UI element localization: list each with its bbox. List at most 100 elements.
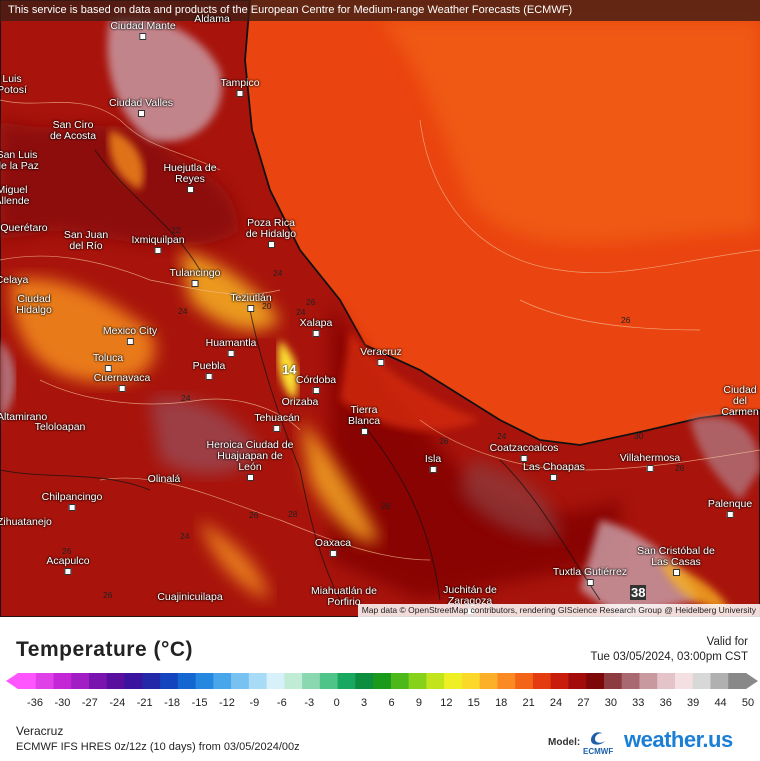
city-label[interactable]: Celaya — [0, 274, 29, 286]
isotherm-label: 28 — [288, 509, 298, 519]
scale-swatch — [692, 673, 711, 689]
city-label[interactable]: San Ciro de Acosta — [49, 119, 97, 142]
scale-tick-label: -36 — [27, 697, 43, 709]
scale-swatch — [390, 673, 410, 689]
scale-tick-label: -30 — [54, 697, 71, 709]
city-label[interactable]: Tierra Blanca — [339, 405, 389, 435]
scale-tick-label: 39 — [687, 697, 700, 709]
city-label[interactable]: Oaxaca — [315, 538, 351, 557]
city-label[interactable]: Toluca — [93, 353, 123, 372]
isotherm-label: 26 — [381, 501, 391, 511]
city-label[interactable]: Las Choapas — [523, 462, 585, 481]
isotherm-label: 26 — [621, 315, 631, 325]
city-label[interactable]: Ciudad Valles — [109, 98, 173, 117]
scale-swatch — [639, 673, 658, 689]
city-label[interactable]: Poza Rica de Hidalgo — [241, 218, 301, 248]
scale-swatch — [35, 673, 55, 689]
scale-tick-label: -27 — [81, 697, 98, 709]
city-label[interactable]: Miguel Allende — [0, 184, 30, 207]
scale-swatch — [532, 673, 552, 689]
scale-swatch — [710, 673, 729, 689]
city-label[interactable]: Cuernavaca — [94, 373, 150, 392]
color-scale-bar — [6, 673, 758, 689]
city-label[interactable]: Aldama — [194, 13, 230, 25]
ecmwf-logo-icon: ECMWF — [583, 732, 613, 756]
weather-map[interactable]: This service is based on data and produc… — [0, 0, 760, 617]
scale-swatch — [728, 673, 747, 689]
city-label[interactable]: Villahermosa — [620, 453, 680, 472]
isotherm-label: 30 — [172, 475, 182, 485]
scale-swatch — [550, 673, 569, 689]
city-label[interactable]: Teziutlán — [230, 293, 272, 312]
scale-swatch — [479, 673, 498, 689]
scale-tick-label: 44 — [714, 697, 727, 709]
city-label[interactable]: Huejutla de Reyes — [160, 163, 220, 193]
scale-swatch — [657, 673, 676, 689]
valid-datetime: Tue 03/05/2024, 03:00pm CST — [590, 651, 748, 663]
city-label[interactable]: Tampico — [220, 78, 260, 97]
scale-swatch — [106, 673, 126, 689]
city-label[interactable]: Ixmiquilpan — [131, 235, 185, 254]
scale-swatch — [319, 673, 339, 689]
city-label[interactable]: Tuxtla Gutiérrez — [553, 567, 627, 586]
scale-swatch — [213, 673, 232, 689]
city-label[interactable]: Mexico City — [103, 326, 157, 345]
ecmwf-logo: ECMWF — [579, 728, 621, 756]
city-label[interactable]: San Cristóbal de Las Casas — [631, 546, 721, 576]
city-label[interactable]: Ciudad del Carmen — [721, 384, 759, 418]
city-label[interactable]: Teloloapan — [34, 421, 86, 433]
city-label[interactable]: Veracruz — [360, 347, 402, 366]
scale-swatch — [603, 673, 623, 689]
city-label[interactable]: San Juan del Río — [63, 229, 109, 252]
city-label[interactable]: Querétaro — [0, 222, 48, 234]
city-label[interactable]: Córdoba — [296, 375, 336, 394]
scale-swatch — [177, 673, 197, 689]
city-label[interactable]: Coatzacoalcos — [490, 443, 558, 462]
isotherm-label: 26 — [306, 297, 316, 307]
city-label[interactable]: Orizaba — [281, 396, 319, 408]
city-label[interactable]: Ciudad Mante — [110, 21, 176, 40]
isotherm-label: 26 — [249, 510, 259, 520]
city-label[interactable]: Chilpancingo — [42, 492, 102, 511]
weather-us-logo[interactable]: weather.us — [624, 727, 733, 752]
location-name: Veracruz — [16, 724, 64, 738]
city-label[interactable]: Xalapa — [300, 318, 332, 337]
city-label[interactable]: Cuajinicuilapa — [157, 591, 223, 603]
scale-swatch — [195, 673, 214, 689]
isotherm-label: 24 — [296, 307, 306, 317]
scale-swatch — [53, 673, 72, 689]
isotherm-label: 30 — [634, 431, 644, 441]
min-temp-marker: 14 — [282, 362, 297, 377]
city-label[interactable]: Miahuatlán de Porfirio — [311, 585, 377, 608]
isotherm-label: 20 — [262, 301, 272, 311]
city-label[interactable]: San Luis de la Paz — [0, 149, 39, 172]
scale-tick-label: 9 — [415, 697, 422, 709]
scale-swatch — [444, 673, 463, 689]
city-label[interactable]: Tehuacán — [254, 413, 300, 432]
city-label[interactable]: Tulancingo — [170, 268, 220, 287]
city-label[interactable]: Altamirano — [0, 411, 48, 423]
valid-label: Valid for — [706, 636, 748, 648]
city-label[interactable]: Huamantla — [206, 338, 256, 357]
city-label[interactable]: Isla — [425, 454, 441, 473]
scale-tick-label: -12 — [219, 697, 235, 709]
city-label[interactable]: Ciudad Hidalgo — [16, 293, 52, 316]
scale-swatch — [586, 673, 605, 689]
chart-title: Temperature (°C) — [16, 638, 194, 661]
isotherm-label: 24 — [497, 431, 507, 441]
city-label[interactable]: Puebla — [193, 361, 225, 380]
scale-swatch — [71, 673, 90, 689]
city-label[interactable]: Zihuatanejo — [0, 516, 52, 528]
isotherm-label: 24 — [273, 268, 283, 278]
svg-text:ECMWF: ECMWF — [583, 747, 613, 756]
city-label[interactable]: Palenque — [708, 499, 752, 518]
scale-swatch — [124, 673, 143, 689]
scale-swatch — [355, 673, 374, 689]
scale-swatch — [674, 673, 694, 689]
city-label[interactable]: Heroica Ciudad de Huajuapan de León — [205, 440, 295, 481]
city-label[interactable]: Acapulco — [46, 556, 90, 575]
city-label[interactable]: Luis Potosí — [0, 73, 27, 96]
scale-swatch — [337, 673, 356, 689]
city-label[interactable]: Olinalá — [147, 473, 181, 485]
scale-tick-label: 36 — [659, 697, 672, 709]
